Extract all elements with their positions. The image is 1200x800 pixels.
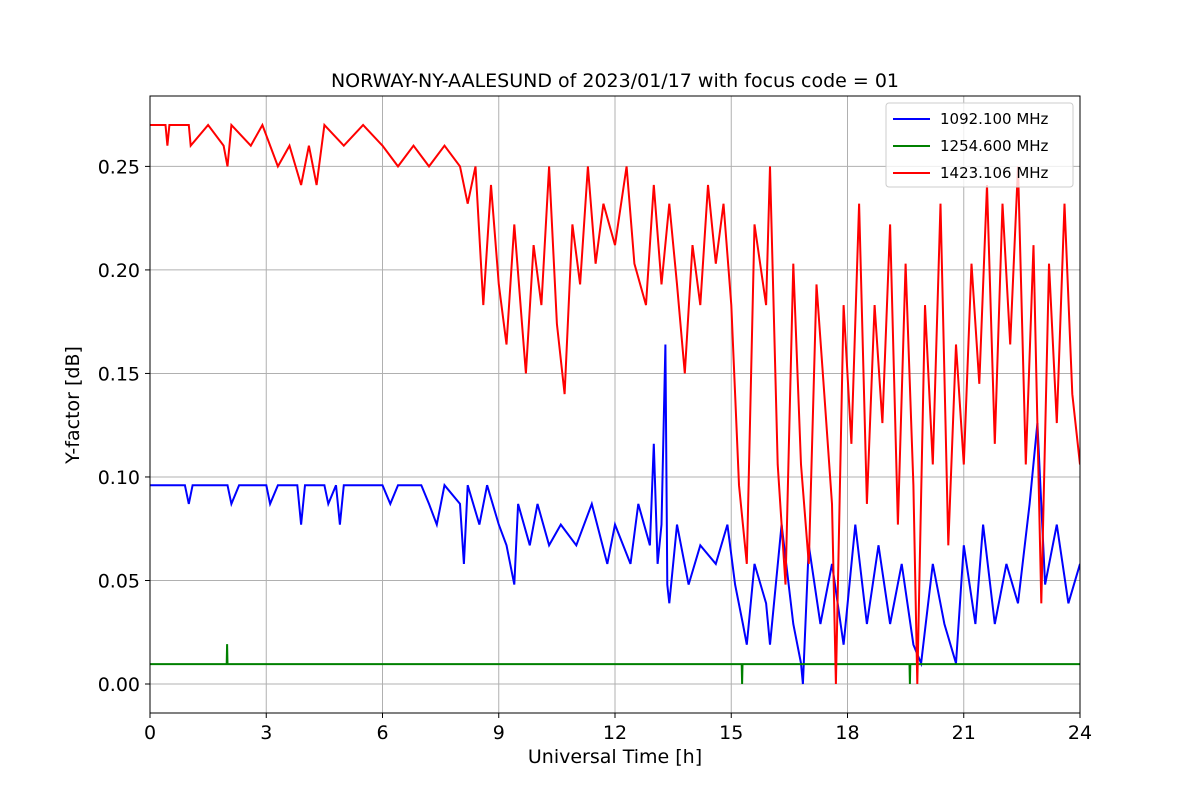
- series-line-2: [150, 644, 1080, 685]
- series-line-1: [150, 344, 1080, 685]
- y-axis-label: Y-factor [dB]: [62, 346, 84, 465]
- x-tick-label: 21: [952, 722, 976, 744]
- series-layer: [150, 122, 1080, 685]
- legend-entry-label: 1092.100 MHz: [940, 110, 1049, 128]
- legend-entry-label: 1423.106 MHz: [940, 164, 1049, 182]
- x-tick-label: 9: [493, 722, 505, 744]
- x-axis-label: Universal Time [h]: [528, 746, 702, 768]
- y-tick-label: 0.10: [98, 467, 140, 489]
- x-tick-label: 6: [376, 722, 388, 744]
- x-tick-label: 0: [144, 722, 156, 744]
- chart-title: NORWAY-NY-AALESUND of 2023/01/17 with fo…: [331, 70, 899, 92]
- y-tick-label: 0.05: [98, 570, 140, 592]
- x-tick-label: 3: [260, 722, 272, 744]
- x-tick-label: 18: [835, 722, 859, 744]
- legend-box: [885, 102, 1074, 188]
- x-axis-ticks: 0 3 6 9 12 15 18 21 24: [144, 713, 1092, 744]
- x-tick-label: 12: [603, 722, 627, 744]
- legend-entry-label: 1254.600 MHz: [940, 137, 1049, 155]
- y-tick-label: 0.15: [98, 363, 140, 385]
- series-line-3: [150, 122, 1080, 685]
- y-tick-label: 0.20: [98, 260, 140, 282]
- x-tick-label: 24: [1068, 722, 1092, 744]
- y-tick-label: 0.00: [98, 674, 140, 696]
- x-tick-label: 15: [719, 722, 743, 744]
- y-tick-label: 0.25: [98, 156, 140, 178]
- legend: 1092.100 MHz 1254.600 MHz 1423.106 MHz: [885, 102, 1074, 188]
- y-axis-ticks: 0.00 0.05 0.10 0.15 0.20 0.25: [98, 156, 150, 696]
